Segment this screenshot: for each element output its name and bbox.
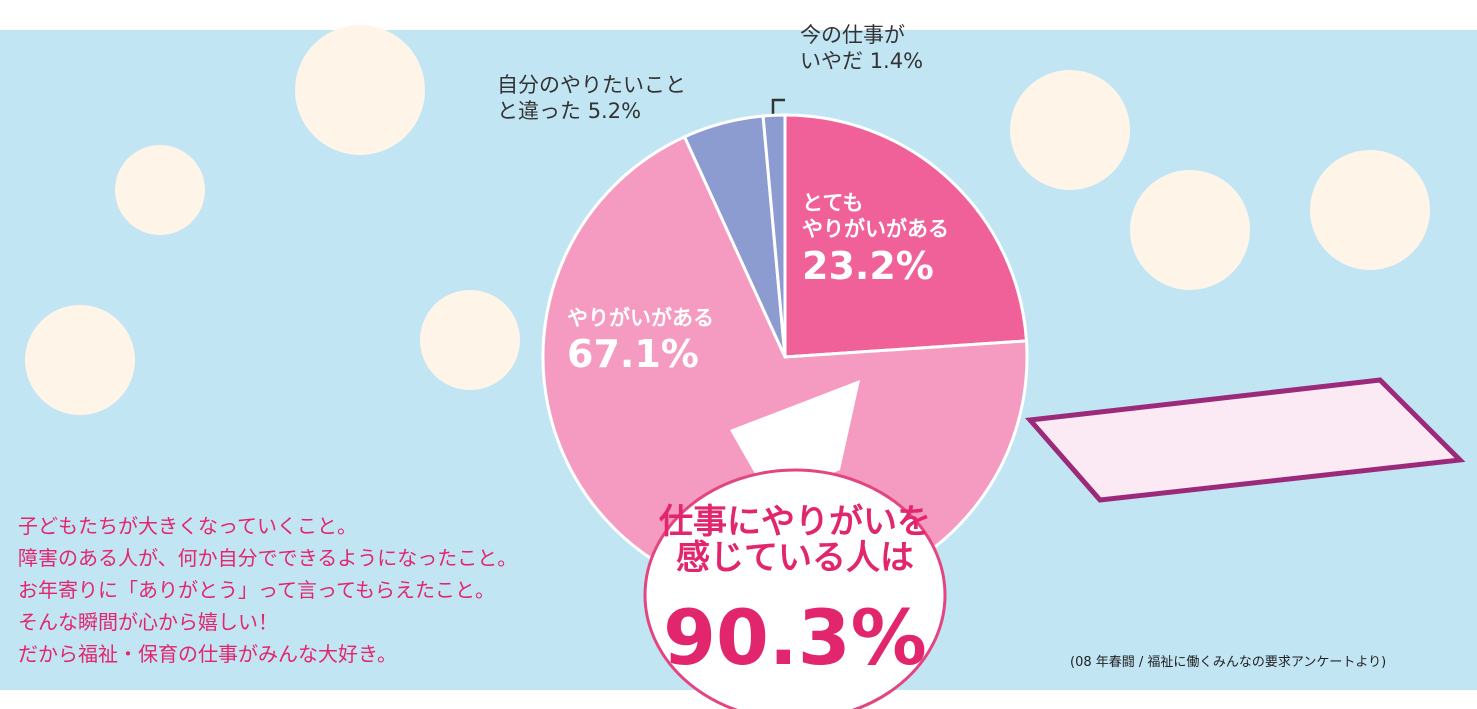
- bubble: [643, 468, 947, 709]
- illustration: [1310, 150, 1430, 270]
- slice-name: 今の仕事が いやだ: [800, 23, 905, 74]
- slice-label: 自分のやりたいこと と違った 5.2%: [497, 72, 686, 125]
- pie-slice: [783, 113, 1029, 359]
- slice-value: 23.2%: [802, 243, 934, 288]
- illustration: [420, 290, 520, 390]
- slice-value: 1.4%: [869, 49, 924, 74]
- illustration: [25, 305, 135, 415]
- illustration: [295, 25, 425, 155]
- slice-label: やりがいがある 67.1%: [567, 305, 714, 379]
- illustration: [1010, 70, 1130, 190]
- slice-label: 今の仕事が いやだ 1.4%: [800, 22, 923, 75]
- slice-name: 自分のやりたいこと と違った: [497, 73, 686, 124]
- illustration: [1130, 170, 1250, 290]
- slice-name: やりがいがある: [567, 306, 714, 330]
- slice-label: とても やりがいがある 23.2%: [802, 190, 949, 290]
- slice-name: とても やりがいがある: [802, 191, 949, 242]
- bubble-tail: [730, 380, 860, 500]
- table: [1024, 377, 1466, 503]
- source: (08 年春闘 / 福祉に働くみんなの要求アンケートより): [1070, 655, 1387, 670]
- highlight-text: 仕事にやりがいを 感じている人は: [659, 502, 931, 578]
- pie-slice: [761, 113, 787, 358]
- slice-value: 5.2%: [587, 99, 642, 124]
- illustration: [115, 145, 205, 235]
- top-strip: [0, 0, 1477, 30]
- highlight-value: 90.3%: [663, 593, 927, 682]
- note: 子どもたちが大きくなっていくこと。 障害のある人が、何か自分でできるようになった…: [18, 514, 518, 666]
- slice-value: 67.1%: [567, 332, 699, 377]
